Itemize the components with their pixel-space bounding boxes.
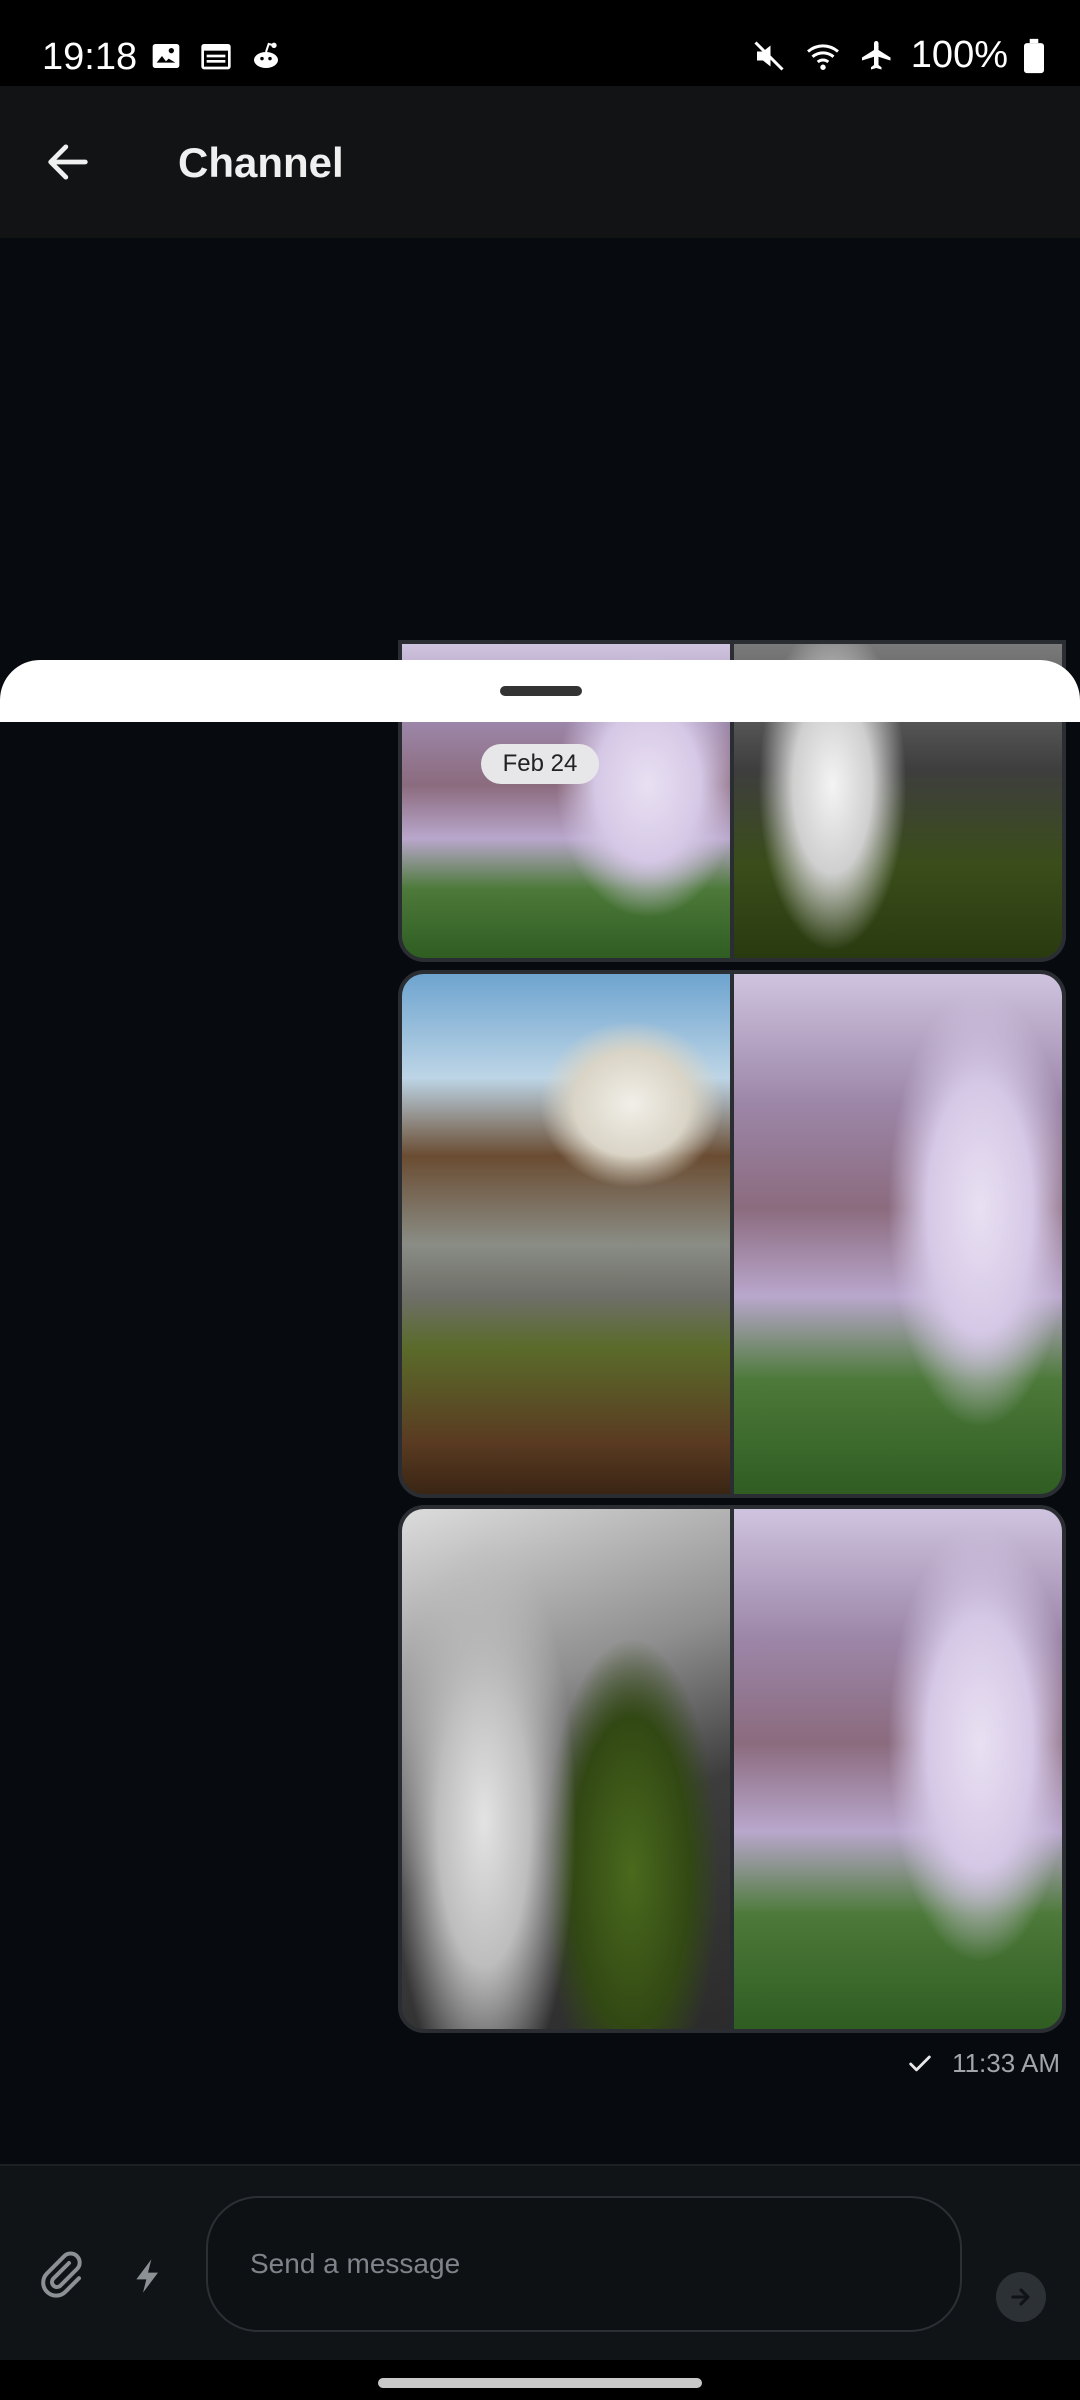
photo-icon bbox=[150, 40, 182, 72]
calendar-icon bbox=[200, 40, 232, 72]
send-button[interactable] bbox=[996, 2272, 1046, 2322]
paperclip-icon[interactable] bbox=[36, 2250, 84, 2298]
message-timestamp: 11:33 AM bbox=[952, 2048, 1060, 2078]
date-separator: Feb 24 bbox=[481, 744, 599, 784]
battery-percent: 100% bbox=[910, 34, 1008, 76]
app-bar: Channel bbox=[0, 86, 1080, 238]
back-arrow-icon[interactable] bbox=[42, 136, 94, 188]
mute-icon bbox=[754, 40, 784, 71]
message-meta: 11:33 AM bbox=[906, 2048, 1060, 2079]
checkmark-icon bbox=[909, 2055, 931, 2071]
lightning-icon[interactable] bbox=[128, 2252, 168, 2300]
status-notification-icons bbox=[150, 40, 282, 72]
bottom-sheet[interactable] bbox=[0, 660, 1080, 722]
message-input-placeholder: Send a message bbox=[250, 2248, 461, 2279]
message-input[interactable]: Send a message bbox=[206, 2196, 962, 2332]
send-arrow-icon bbox=[1011, 2288, 1030, 2306]
battery-icon bbox=[1024, 38, 1044, 73]
image-thumbnail[interactable] bbox=[402, 1509, 730, 2029]
status-time: 19:18 bbox=[42, 36, 138, 78]
reddit-icon bbox=[250, 40, 282, 72]
image-attachment-grid-2[interactable] bbox=[398, 970, 1066, 1498]
message-composer: Send a message bbox=[0, 2164, 1080, 2362]
wifi-icon bbox=[806, 43, 839, 70]
airplane-icon bbox=[861, 40, 891, 69]
image-thumbnail[interactable] bbox=[734, 1509, 1062, 2029]
image-attachment-grid-3[interactable] bbox=[398, 1505, 1066, 2033]
image-thumbnail[interactable] bbox=[734, 974, 1062, 1494]
home-gesture-handle[interactable] bbox=[378, 2378, 702, 2388]
status-bar: 19:18 100% bbox=[0, 0, 1080, 86]
drag-handle[interactable] bbox=[500, 686, 582, 696]
image-thumbnail[interactable] bbox=[402, 974, 730, 1494]
navigation-bar bbox=[0, 2360, 1080, 2400]
status-system-icons: 100% bbox=[751, 34, 1044, 77]
page-title: Channel bbox=[178, 139, 344, 186]
